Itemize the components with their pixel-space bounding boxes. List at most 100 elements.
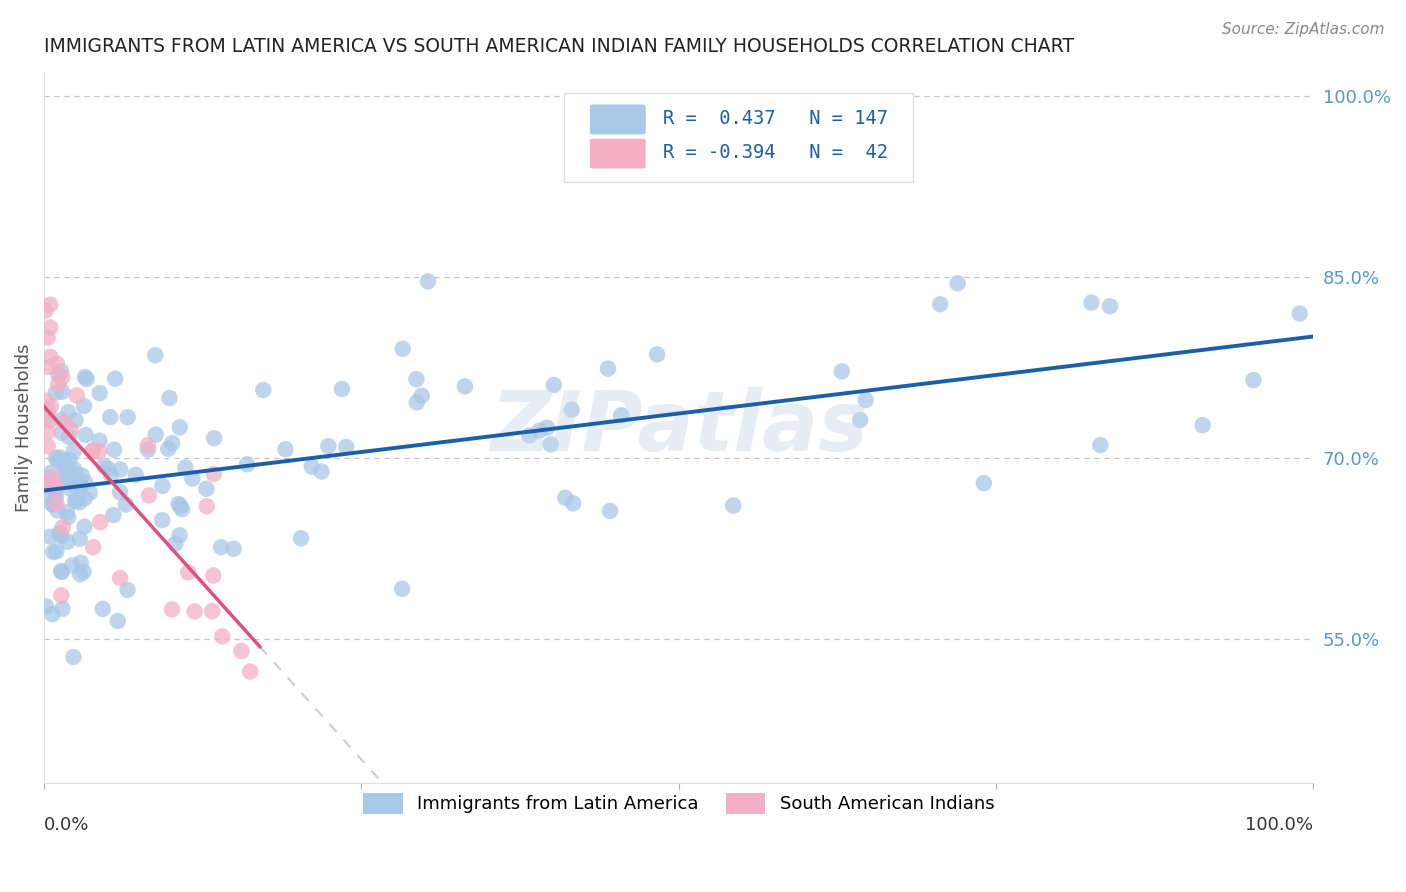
Point (209, 540, 232, 554)
FancyBboxPatch shape (591, 104, 645, 135)
Point (290, 531, 312, 545)
Text: R = -0.394   N =  42: R = -0.394 N = 42 (664, 143, 889, 161)
Point (53, 462, 76, 476)
Point (211, 629, 233, 643)
Point (46, 503, 69, 517)
Point (51, 370, 73, 384)
Point (150, 513, 173, 527)
Point (45, 450, 67, 465)
Point (56, 510, 79, 524)
Point (831, 364, 853, 378)
Point (79, 485, 101, 500)
Point (66, 388, 89, 402)
Point (136, 438, 159, 452)
Point (849, 413, 872, 427)
Point (855, 392, 877, 407)
Point (236, 457, 259, 471)
Point (49, 525, 72, 540)
Point (330, 382, 353, 396)
Point (973, 476, 995, 491)
Point (543, 378, 565, 392)
Legend: Immigrants from Latin America, South American Indians: Immigrants from Latin America, South Ame… (356, 786, 1001, 821)
Point (38, 359, 60, 374)
Point (195, 500, 218, 514)
Point (93, 459, 115, 474)
Point (42, 498, 65, 512)
FancyBboxPatch shape (564, 93, 914, 182)
Text: ZIPatlas: ZIPatlas (489, 387, 868, 468)
Point (69, 532, 91, 546)
Point (73, 475, 96, 490)
Point (49, 450, 72, 465)
Point (202, 431, 225, 445)
Point (554, 491, 576, 505)
Point (1080, 295, 1102, 310)
Point (274, 442, 297, 457)
Point (117, 410, 139, 425)
Point (55, 468, 77, 483)
Point (405, 395, 427, 409)
Point (63, 443, 86, 458)
Point (75, 428, 97, 442)
Point (1243, 373, 1265, 387)
Point (159, 391, 181, 405)
Point (929, 297, 952, 311)
Point (104, 372, 127, 386)
Point (51, 588, 73, 602)
Point (721, 499, 744, 513)
Point (45, 479, 67, 493)
Point (53, 453, 76, 467)
Point (89, 515, 111, 529)
Point (1090, 438, 1112, 452)
Point (58, 453, 80, 467)
Point (239, 665, 262, 679)
Point (39, 480, 62, 494)
Point (56, 534, 79, 549)
Point (152, 479, 174, 493)
Point (108, 485, 131, 500)
Point (73, 399, 96, 413)
Point (55, 474, 77, 488)
Point (45, 544, 67, 558)
Point (69, 567, 91, 582)
Point (115, 498, 138, 512)
Point (39, 298, 62, 312)
Point (34, 303, 56, 318)
Point (37, 330, 59, 344)
Point (62, 650, 84, 665)
Point (529, 424, 551, 438)
Point (108, 571, 131, 585)
Point (73, 370, 96, 384)
Point (35, 599, 58, 614)
Point (73, 491, 96, 506)
Point (536, 420, 558, 434)
Point (82, 540, 104, 554)
Point (49, 364, 72, 378)
Point (174, 460, 197, 475)
Point (110, 462, 132, 476)
Point (599, 504, 621, 518)
Point (48, 527, 70, 541)
Point (183, 604, 205, 618)
Point (45, 357, 67, 371)
Point (55, 505, 77, 519)
Point (48, 368, 70, 382)
Point (202, 467, 225, 481)
Point (596, 361, 619, 376)
Point (51, 384, 73, 399)
Point (82, 444, 104, 458)
Point (89, 444, 111, 458)
Point (51, 601, 73, 615)
Point (145, 427, 167, 442)
Point (1098, 299, 1121, 313)
Point (335, 440, 357, 454)
Point (59, 423, 82, 437)
Point (222, 541, 245, 556)
Point (76, 372, 98, 386)
Point (138, 488, 160, 502)
Point (157, 442, 180, 456)
Point (391, 342, 413, 356)
Point (70, 468, 93, 483)
Point (562, 496, 585, 510)
Point (60, 482, 83, 496)
